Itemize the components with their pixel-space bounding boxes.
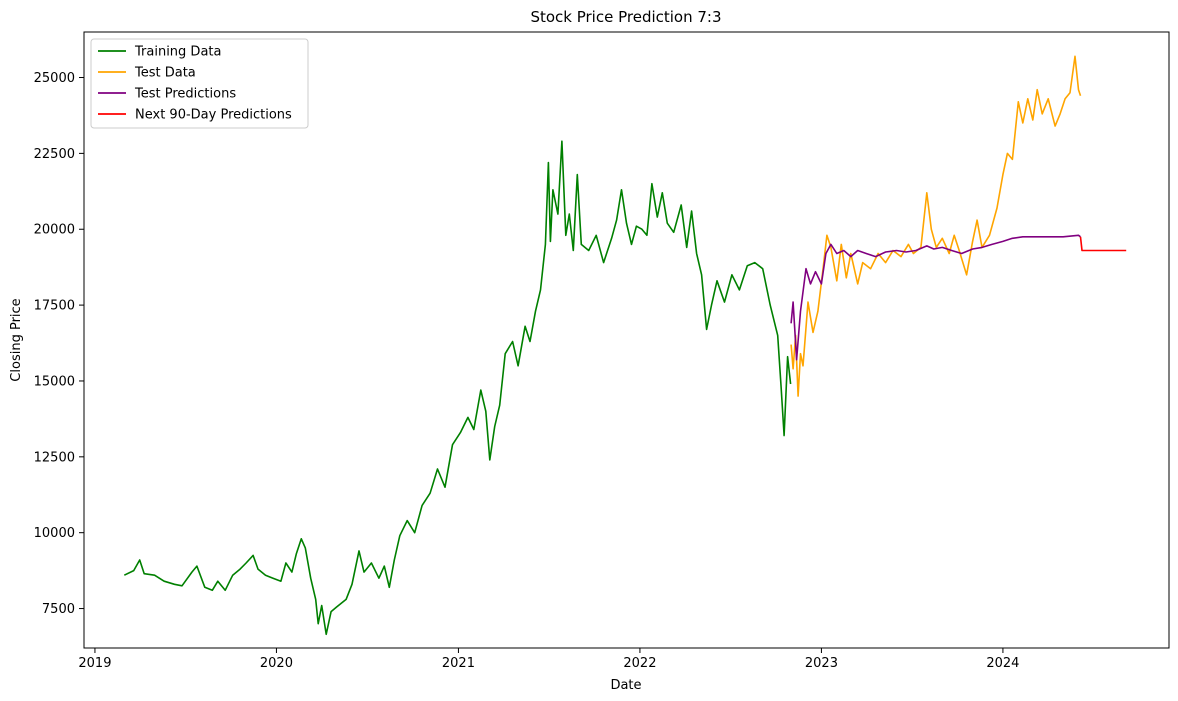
series-line-3 [1079,236,1127,252]
x-axis: 2019 2020 2021 2022 2023 2024 [78,648,1019,671]
legend: Training Data Test Data Test Predictions Ne… [90,38,309,129]
y-tick-label: 10000 [34,526,75,541]
y-tick-label: 15000 [34,374,75,389]
x-tick-label: 2024 [986,656,1019,671]
x-tick-label: 2020 [260,656,293,671]
x-tick-label: 2019 [78,656,111,671]
x-tick-label: 2021 [442,656,475,671]
chart-title: Stock Price Prediction 7:3 [530,8,721,26]
y-tick-label: 12500 [34,450,75,465]
plot-frame [83,31,1170,649]
x-tick-label: 2023 [805,656,838,671]
x-axis-title: Date [610,678,641,693]
legend-box [90,38,309,129]
y-tick-label: 20000 [34,223,75,238]
y-tick-label: 25000 [34,71,75,86]
y-tick-label: 17500 [34,299,75,314]
series-line-2 [790,234,1081,361]
legend-label: Test Data [134,66,196,81]
legend-label: Training Data [134,45,221,60]
y-tick-label: 7500 [42,602,75,617]
series-layer [123,55,1127,636]
y-axis: 7500 10000 12500 15000 17500 20000 22500 25000 [34,71,84,617]
series-line-1 [790,55,1082,397]
legend-label: Next 90-Day Predictions [135,108,292,123]
series-line-0 [123,140,792,636]
legend-label: Test Predictions [134,87,236,102]
x-tick-label: 2022 [623,656,656,671]
y-tick-label: 22500 [34,147,75,162]
y-axis-title: Closing Price [9,298,24,381]
